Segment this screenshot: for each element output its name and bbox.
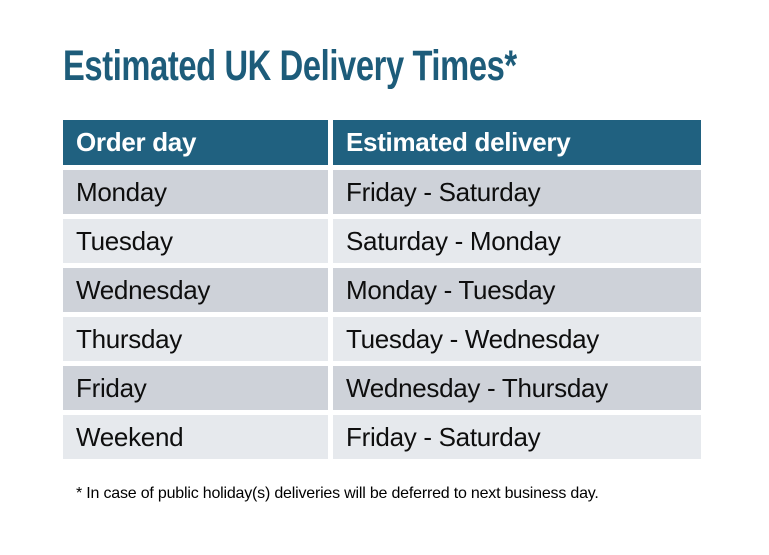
table-cell-order-day: Tuesday <box>63 219 328 263</box>
table-cell-estimated-delivery: Wednesday - Thursday <box>333 366 701 410</box>
table-cell-order-day: Thursday <box>63 317 328 361</box>
table-cell-estimated-delivery: Friday - Saturday <box>333 170 701 214</box>
table-cell-estimated-delivery: Tuesday - Wednesday <box>333 317 701 361</box>
column-header-order-day: Order day <box>63 120 328 165</box>
page-title: Estimated UK Delivery Times* <box>63 42 517 90</box>
delivery-times-table: Order day Estimated delivery Monday Frid… <box>63 120 701 459</box>
table-cell-estimated-delivery: Monday - Tuesday <box>333 268 701 312</box>
table-cell-order-day: Friday <box>63 366 328 410</box>
table-cell-order-day: Monday <box>63 170 328 214</box>
table-cell-order-day: Weekend <box>63 415 328 459</box>
column-header-estimated-delivery: Estimated delivery <box>333 120 701 165</box>
table-cell-estimated-delivery: Friday - Saturday <box>333 415 701 459</box>
table-cell-order-day: Wednesday <box>63 268 328 312</box>
table-cell-estimated-delivery: Saturday - Monday <box>333 219 701 263</box>
public-holiday-footnote: * In case of public holiday(s) deliverie… <box>76 485 599 502</box>
